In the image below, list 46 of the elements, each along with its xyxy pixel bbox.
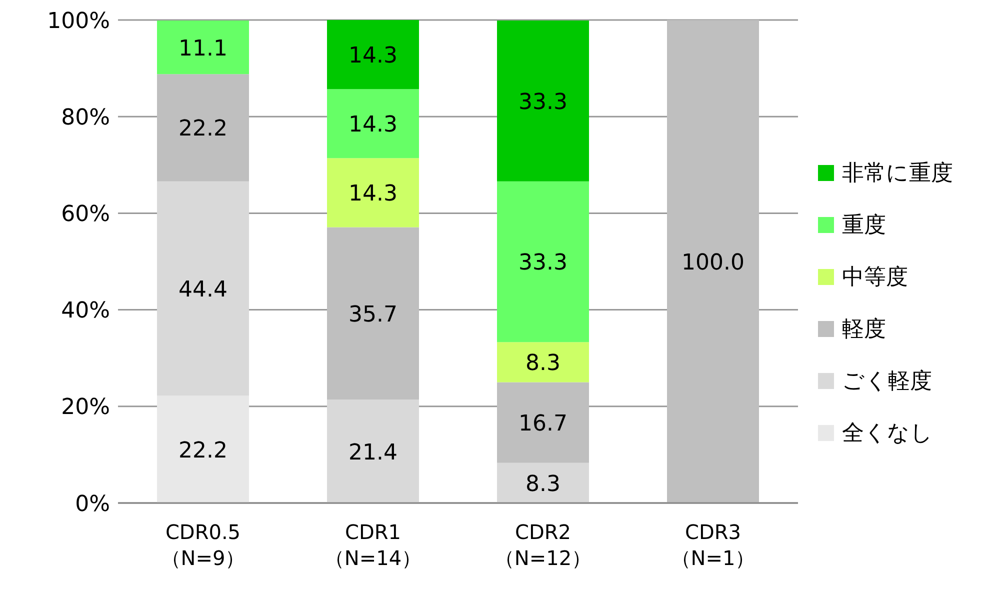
y-tick-label: 0% [75, 492, 110, 517]
x-tick-label: CDR2 （N=12） [494, 520, 592, 570]
bar [497, 181, 589, 342]
legend-label: 重度 [842, 212, 886, 240]
legend-label: 全くなし [842, 420, 933, 448]
bar [497, 342, 589, 382]
data-label: 14.3 [348, 182, 398, 207]
data-label: 8.3 [526, 351, 560, 376]
bar [327, 400, 419, 503]
data-label: 14.3 [348, 44, 398, 69]
data-label: 14.3 [348, 112, 398, 138]
data-label: 44.4 [178, 278, 228, 303]
bar [157, 396, 249, 503]
y-tick-label: 80% [61, 105, 110, 130]
legend-label: 中等度 [842, 264, 908, 292]
legend-label: 軽度 [842, 316, 886, 344]
bar [327, 20, 419, 90]
y-tick-label: 20% [61, 395, 110, 420]
bar [327, 227, 419, 400]
x-tick-label: CDR0.5 （N=9） [160, 520, 246, 570]
x-tick-label: CDR3 （N=1） [670, 520, 756, 570]
y-tick-label: 40% [61, 298, 110, 324]
bar [157, 74, 249, 182]
bar [497, 382, 589, 463]
legend-label: 非常に重度 [842, 160, 953, 188]
data-label: 22.2 [178, 116, 228, 142]
data-label: 11.1 [178, 36, 228, 62]
data-label: 8.3 [526, 472, 560, 497]
data-label: 33.3 [518, 250, 568, 276]
data-label: 22.2 [178, 438, 228, 464]
bar [327, 158, 419, 228]
data-label: 35.7 [348, 302, 398, 328]
data-label: 21.4 [348, 440, 398, 466]
x-tick-label: CDR1 （N=14） [324, 520, 422, 570]
legend-label: ごく軽度 [842, 368, 932, 396]
bar [157, 181, 249, 396]
bar [157, 20, 249, 74]
y-tick-label: 60% [61, 202, 110, 228]
bar [497, 462, 589, 503]
data-label: 33.3 [518, 90, 568, 115]
data-label: 100.0 [682, 250, 744, 276]
data-label: 16.7 [518, 412, 568, 437]
bar [327, 89, 419, 158]
bar [667, 20, 759, 503]
bar [497, 20, 589, 182]
y-tick-label: 100% [47, 8, 110, 34]
